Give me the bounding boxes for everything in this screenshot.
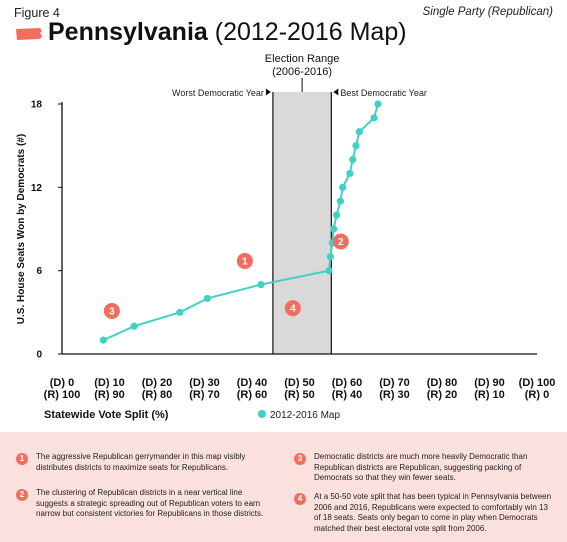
note-3-text: Democratic districts are much more heavi… bbox=[314, 452, 528, 482]
x-tick-label-dem: (D) 50 bbox=[284, 377, 315, 389]
legend-marker bbox=[258, 410, 266, 418]
data-point bbox=[370, 114, 378, 122]
x-tick-label-rep: (R) 40 bbox=[332, 389, 363, 401]
x-tick-label-dem: (D) 70 bbox=[379, 377, 410, 389]
data-point bbox=[374, 100, 382, 108]
note-1-number: 1 bbox=[16, 453, 28, 465]
x-tick-label-dem: (D) 30 bbox=[189, 377, 220, 389]
title-suffix: (2012-2016 Map) bbox=[214, 18, 407, 46]
data-point bbox=[330, 225, 338, 233]
x-axis-title: Statewide Vote Split (%) bbox=[44, 409, 169, 421]
data-point bbox=[349, 155, 357, 164]
data-point bbox=[176, 308, 184, 316]
annotation-circle bbox=[332, 233, 349, 250]
x-tick-label-rep: (R) 80 bbox=[142, 389, 173, 401]
chart: 123 4 Election Range(2006-2016)Worst Demo… bbox=[16, 53, 556, 421]
note-3-number: 3 bbox=[294, 453, 306, 465]
note-2: 2 The clustering of Republican districts… bbox=[16, 488, 276, 520]
x-tick-label-dem: (D) 100 bbox=[519, 377, 556, 389]
x-tick-label-rep: (R) 100 bbox=[44, 389, 81, 401]
annotation-number: 3 bbox=[109, 306, 115, 317]
figure-label: Figure 4 bbox=[14, 6, 60, 20]
note-1: 1 The aggressive Republican gerrymander … bbox=[16, 452, 276, 473]
y-tick-label: 6 bbox=[36, 266, 42, 277]
x-tick-label-dem: (D) 40 bbox=[237, 377, 268, 389]
right-arrow-icon bbox=[333, 88, 339, 96]
annotation-marker-1: 1 bbox=[236, 252, 253, 269]
x-tick-label-rep: (R) 20 bbox=[427, 389, 458, 401]
annotation-marker-4: 4 bbox=[284, 300, 301, 317]
election-range-band bbox=[272, 92, 332, 354]
note-4-number: 4 bbox=[294, 493, 306, 505]
annotation-circle bbox=[103, 302, 120, 319]
pennsylvania-shape-icon bbox=[16, 28, 42, 40]
note-1-text: The aggressive Republican gerrymander in… bbox=[36, 452, 246, 472]
data-point bbox=[332, 211, 341, 219]
y-tick-label: 18 bbox=[31, 100, 43, 111]
x-tick-label-rep: (R) 70 bbox=[189, 389, 220, 401]
data-point bbox=[326, 253, 334, 261]
annotation-number: 1 bbox=[242, 256, 248, 267]
x-tick-label-dem: (D) 90 bbox=[474, 377, 505, 389]
worst-democratic-year-label: Worst Democratic Year bbox=[172, 88, 264, 98]
chart-subtitle: Single Party (Republican) bbox=[422, 6, 553, 18]
annotation-number: 4 bbox=[290, 304, 296, 315]
data-point bbox=[346, 169, 354, 178]
note-2-number: 2 bbox=[16, 489, 28, 501]
x-tick-label-rep: (R) 30 bbox=[379, 389, 410, 401]
note-2-text: The clustering of Republican districts i… bbox=[36, 488, 264, 518]
y-tick-label: 12 bbox=[31, 183, 43, 194]
x-tick-label-dem: (D) 60 bbox=[332, 377, 363, 389]
left-arrow-icon bbox=[265, 88, 271, 96]
x-tick-label-dem: (D) 10 bbox=[94, 377, 125, 389]
data-point bbox=[352, 142, 360, 150]
best-democratic-year-label: Best Democratic Year bbox=[340, 88, 427, 98]
x-tick-label-rep: (R) 50 bbox=[284, 389, 315, 401]
data-point bbox=[325, 267, 333, 275]
annotation-marker-3: 3 bbox=[103, 302, 120, 319]
data-point bbox=[203, 294, 211, 303]
y-tick-label: 0 bbox=[36, 350, 42, 361]
annotation-circle bbox=[236, 252, 253, 269]
data-point bbox=[339, 183, 347, 191]
legend-label: 2012-2016 Map bbox=[270, 410, 340, 421]
note-4-text: At a 50-50 vote split that has been typi… bbox=[314, 492, 552, 533]
notes-panel: 1 The aggressive Republican gerrymander … bbox=[0, 432, 567, 542]
y-axis-title: U.S. House Seats Won by Democrats (#) bbox=[16, 134, 27, 324]
election-range-years: (2006-2016) bbox=[272, 66, 332, 78]
x-tick-label-dem: (D) 20 bbox=[142, 377, 173, 389]
note-4: 4 At a 50-50 vote split that has been ty… bbox=[294, 492, 556, 534]
election-range-title: Election Range bbox=[265, 53, 340, 65]
chart-title: Pennsylvania (2012-2016 Map) bbox=[48, 18, 407, 47]
annotation-number: 2 bbox=[338, 237, 344, 248]
data-point bbox=[355, 128, 363, 136]
x-tick-label-rep: (R) 10 bbox=[474, 389, 505, 401]
annotation-circle bbox=[284, 300, 301, 317]
series-line bbox=[102, 103, 379, 342]
annotation-marker-2: 2 bbox=[332, 233, 349, 250]
x-tick-label-rep: (R) 0 bbox=[525, 389, 549, 401]
data-point bbox=[336, 197, 344, 205]
data-point bbox=[257, 280, 265, 289]
data-point bbox=[99, 336, 107, 344]
x-tick-label-rep: (R) 90 bbox=[94, 389, 125, 401]
x-tick-label-dem: (D) 80 bbox=[427, 377, 458, 389]
data-point bbox=[130, 322, 138, 330]
note-3: 3 Democratic districts are much more hea… bbox=[294, 452, 556, 484]
x-tick-label-dem: (D) 0 bbox=[50, 377, 74, 389]
x-tick-label-rep: (R) 60 bbox=[237, 389, 268, 401]
state-name: Pennsylvania bbox=[48, 18, 208, 46]
